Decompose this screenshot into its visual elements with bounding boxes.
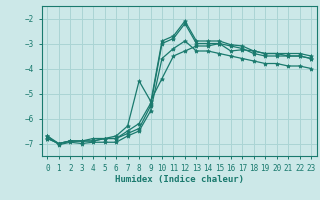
X-axis label: Humidex (Indice chaleur): Humidex (Indice chaleur) <box>115 175 244 184</box>
